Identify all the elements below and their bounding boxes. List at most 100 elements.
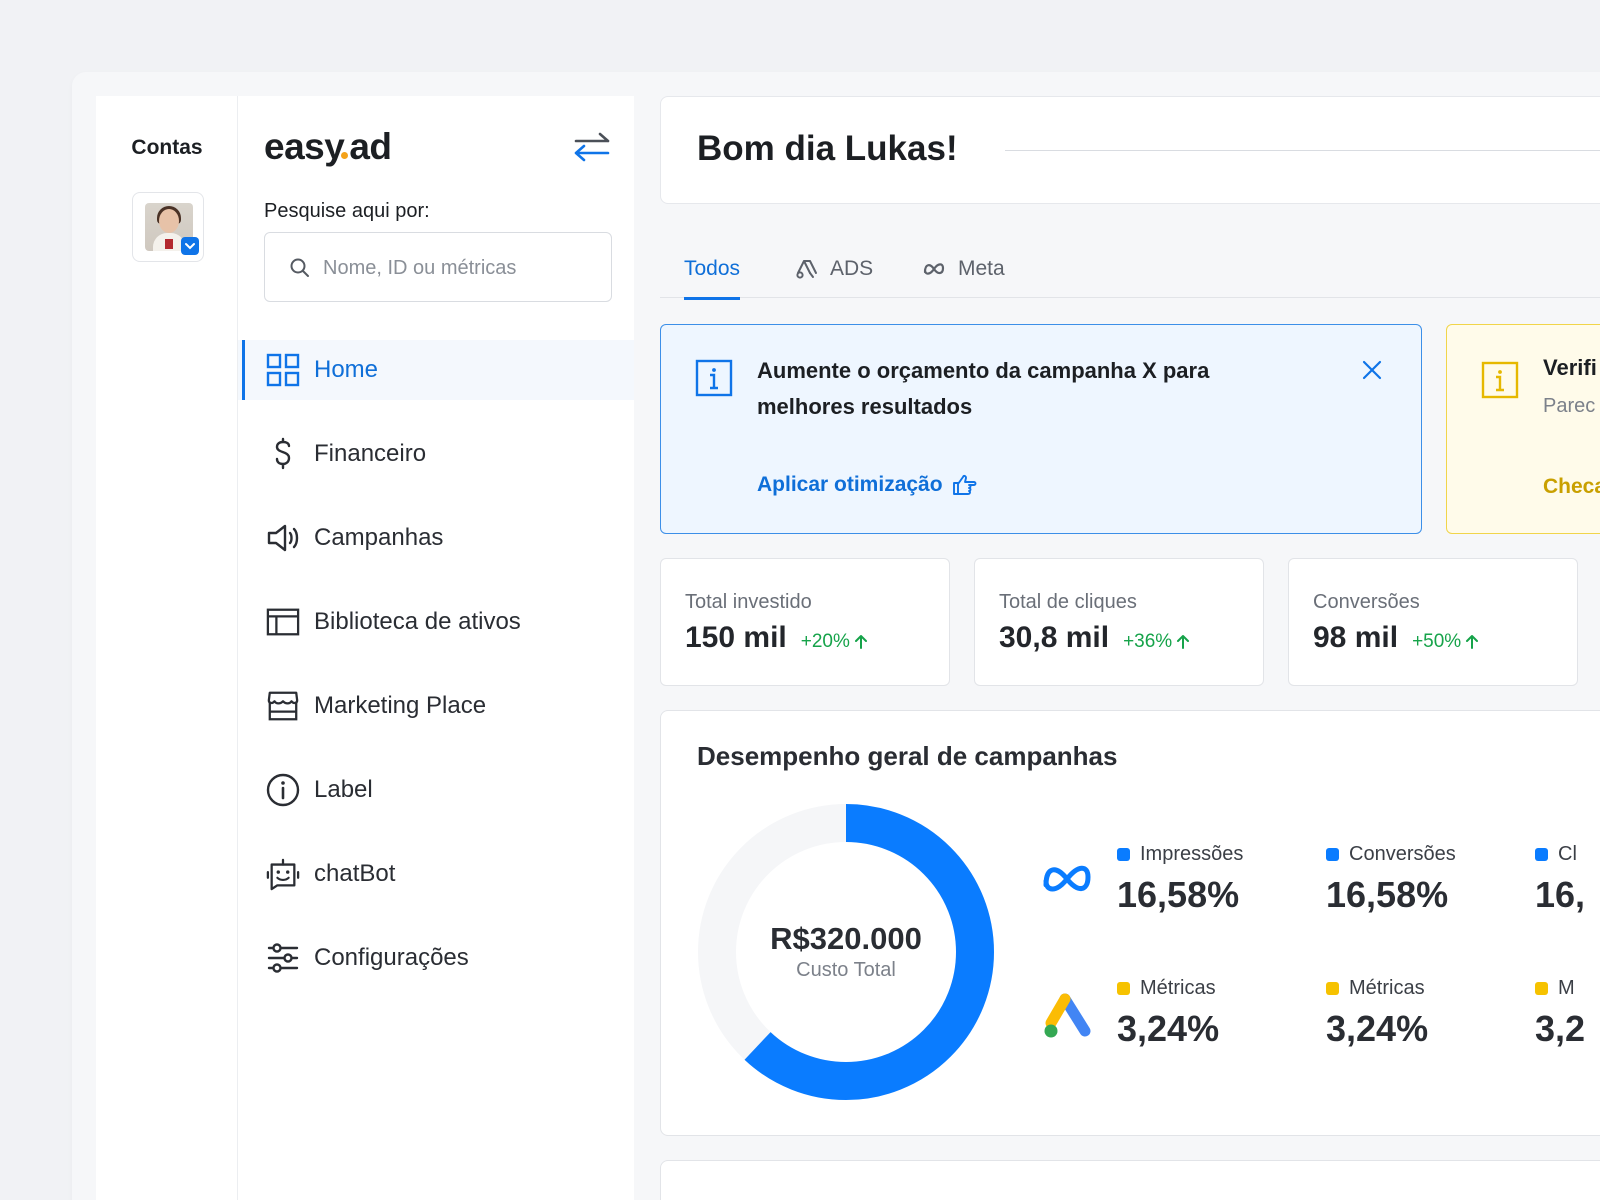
sidebar-item-label: chatBot	[314, 860, 396, 887]
info-square-icon	[695, 359, 733, 397]
alert-message: Aumente o orçamento da campanha X para m…	[757, 358, 1210, 419]
sidebar-item-label: Marketing Place	[314, 692, 487, 719]
sidebar-item-campanhas[interactable]: Campanhas	[238, 508, 634, 568]
account-avatar[interactable]	[132, 192, 204, 262]
apply-optimization-button[interactable]: Aplicar otimização	[757, 473, 977, 497]
google-ads-icon	[1044, 993, 1091, 1038]
metric-label-text: M	[1558, 977, 1575, 999]
metric-item: Cl 16,	[1535, 843, 1585, 916]
alert-subtitle: Parec	[1543, 395, 1596, 417]
metric-label-text: Métricas	[1140, 977, 1216, 999]
performance-card: Desempenho geral de campanhas R$320.000 …	[660, 710, 1600, 1136]
sidebar-item-label: Home	[314, 356, 379, 383]
search-label: Pesquise aqui por:	[264, 200, 430, 222]
cost-donut-chart	[698, 804, 994, 1100]
arrow-up-icon	[1177, 635, 1190, 649]
arrow-up-icon	[854, 635, 867, 649]
sidebar-nav: Home Financeiro Campanhas Biblioteca de …	[238, 340, 634, 1012]
alert-title: Verifi	[1543, 355, 1597, 380]
megaphone-icon	[266, 521, 300, 555]
close-icon[interactable]	[1361, 359, 1383, 381]
search-icon	[290, 258, 309, 277]
library-icon	[266, 605, 300, 639]
legend-swatch	[1535, 982, 1548, 995]
stat-value-row: 150 mil +20%	[685, 621, 868, 655]
divider	[1005, 150, 1600, 151]
sidebar-item-marketing-place[interactable]: Marketing Place	[238, 676, 634, 736]
secondary-card	[660, 1160, 1600, 1200]
meta-icon	[923, 263, 945, 275]
metric-label: Métricas	[1326, 977, 1428, 1000]
total-cost-value: R$320.000	[770, 921, 922, 956]
metric-label: M	[1535, 977, 1585, 1000]
stat-card-investido: Total investido 150 mil +20%	[660, 558, 950, 686]
chevron-down-icon[interactable]	[181, 237, 199, 255]
sidebar-item-chatbot[interactable]: chatBot	[238, 844, 634, 904]
sidebar-item-label-page[interactable]: Label	[238, 760, 634, 820]
meta-icon	[1043, 865, 1091, 892]
legend-swatch	[1326, 848, 1339, 861]
stat-value: 98 mil	[1313, 621, 1399, 654]
tab-label: ADS	[830, 257, 874, 280]
sidebar-item-label: Campanhas	[314, 524, 444, 551]
sidebar-item-financeiro[interactable]: Financeiro	[238, 424, 634, 484]
stat-label: Conversões	[1313, 591, 1420, 613]
platform-tabs: Todos ADS Meta	[660, 240, 1600, 300]
sidebar-item-home[interactable]: Home	[238, 340, 634, 400]
metric-label: Impressões	[1117, 843, 1243, 866]
legend-swatch	[1535, 848, 1548, 861]
sidebar-item-configuracoes[interactable]: Configurações	[238, 928, 634, 988]
logo: easy ad	[264, 126, 392, 167]
greeting-card: Bom dia Lukas!	[660, 96, 1600, 204]
metric-value: 16,58%	[1326, 874, 1449, 915]
tab-label: Todos	[684, 257, 741, 280]
stat-card-cliques: Total de cliques 30,8 mil +36%	[974, 558, 1264, 686]
legend-swatch	[1117, 982, 1130, 995]
section-title: Desempenho geral de campanhas	[697, 741, 1118, 771]
metric-label-text: Cl	[1558, 843, 1577, 865]
stat-value-row: 30,8 mil +36%	[999, 621, 1190, 655]
metric-item: Métricas 3,24%	[1326, 977, 1428, 1050]
sidebar-item-label: Label	[314, 776, 373, 803]
optimization-alert: Aumente o orçamento da campanha X para m…	[660, 324, 1422, 534]
metric-label-text: Métricas	[1349, 977, 1425, 999]
tab-meta[interactable]: Meta	[922, 240, 1005, 298]
stat-delta: +50%	[1412, 631, 1479, 653]
stat-delta: +20%	[801, 631, 868, 653]
info-square-icon	[1481, 361, 1519, 399]
sidebar-item-label: Biblioteca de ativos	[314, 608, 521, 635]
sidebar-item-biblioteca[interactable]: Biblioteca de ativos	[238, 592, 634, 652]
stat-delta-value: +20%	[800, 631, 850, 652]
metric-value: 3,24%	[1326, 1008, 1429, 1049]
tab-ads[interactable]: ADS	[796, 240, 873, 298]
google-ads-icon	[796, 260, 817, 279]
legend-swatch	[1326, 982, 1339, 995]
grid-icon	[266, 353, 300, 387]
accounts-panel: Contas	[96, 96, 238, 1200]
metric-item: Impressões 16,58%	[1117, 843, 1243, 916]
stat-card-conversoes: Conversões 98 mil +50%	[1288, 558, 1578, 686]
metric-label-text: Impressões	[1140, 843, 1244, 865]
stat-label: Total investido	[685, 591, 812, 613]
stat-delta-value: +36%	[1123, 631, 1173, 652]
metric-item: M 3,2	[1535, 977, 1585, 1050]
tab-todos[interactable]: Todos	[684, 240, 741, 300]
search-box[interactable]	[264, 232, 612, 302]
stat-delta-value: +50%	[1412, 631, 1462, 652]
stat-value-row: 98 mil +50%	[1313, 621, 1479, 655]
metric-label: Métricas	[1117, 977, 1219, 1000]
sidebar-item-label: Financeiro	[314, 440, 427, 467]
check-button[interactable]: Checa	[1543, 475, 1600, 498]
metric-item: Conversões 16,58%	[1326, 843, 1456, 916]
pointing-hand-icon	[952, 474, 976, 495]
legend-swatch	[1117, 848, 1130, 861]
verification-alert: Verifi Parec Checa	[1446, 324, 1600, 534]
metric-value: 16,58%	[1117, 874, 1240, 915]
swap-icon[interactable]	[572, 130, 612, 164]
search-input[interactable]	[323, 251, 593, 285]
total-cost-caption: Custo Total	[796, 959, 896, 981]
metric-label-text: Conversões	[1349, 843, 1456, 865]
metric-value: 3,24%	[1117, 1008, 1220, 1049]
meta-badge-icon	[157, 249, 175, 251]
